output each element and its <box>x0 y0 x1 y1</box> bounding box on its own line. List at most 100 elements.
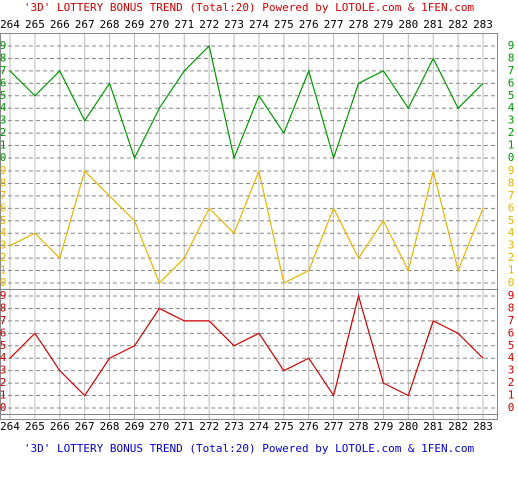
x-tick-label-top: 277 <box>324 18 344 31</box>
x-tick-label-top: 264 <box>0 18 20 31</box>
x-tick-label-top: 280 <box>398 18 418 31</box>
x-tick-label-top: 279 <box>373 18 393 31</box>
y-tick-label: 0 <box>0 151 6 164</box>
y-tick-label: 4 <box>0 226 7 239</box>
y-tick-label: 3 <box>0 114 6 127</box>
x-tick-label-bottom: 274 <box>249 420 269 433</box>
x-tick-label-top: 282 <box>448 18 468 31</box>
y-tick-label: 6 <box>0 201 6 214</box>
chart-caption: '3D' LOTTERY BONUS TREND (Total:20) Powe… <box>24 442 475 455</box>
y-tick-label-right: 7 <box>508 314 515 327</box>
y-tick-label: 1 <box>0 139 6 152</box>
y-tick-label-right: 7 <box>508 189 515 202</box>
x-tick-label-bottom: 269 <box>125 420 145 433</box>
y-tick-label: 8 <box>0 301 6 314</box>
chart-title: '3D' LOTTERY BONUS TREND (Total:20) Powe… <box>24 1 475 14</box>
x-tick-label-bottom: 278 <box>349 420 369 433</box>
x-tick-label-bottom: 282 <box>448 420 468 433</box>
y-tick-label-right: 6 <box>508 201 515 214</box>
x-tick-label-bottom: 264 <box>0 420 20 433</box>
y-tick-label: 8 <box>0 51 6 64</box>
x-tick-label-bottom: 267 <box>75 420 95 433</box>
x-tick-label-top: 283 <box>473 18 493 31</box>
y-tick-label: 3 <box>0 364 6 377</box>
y-tick-label: 7 <box>0 64 6 77</box>
y-tick-label: 0 <box>0 401 6 414</box>
trend-line <box>9 293 484 398</box>
y-tick-label-right: 1 <box>508 139 515 152</box>
x-tick-label-bottom: 280 <box>398 420 418 433</box>
x-tick-label-top: 274 <box>249 18 269 31</box>
y-tick-label: 9 <box>0 289 6 302</box>
y-tick-label-right: 2 <box>508 251 515 264</box>
x-tick-label-top: 278 <box>349 18 369 31</box>
x-tick-label-top: 272 <box>199 18 219 31</box>
y-tick-label-right: 6 <box>508 76 515 89</box>
x-tick-label-top: 276 <box>299 18 319 31</box>
x-tick-label-top: 271 <box>174 18 194 31</box>
y-tick-label: 5 <box>0 339 6 352</box>
y-tick-label-right: 9 <box>508 39 515 52</box>
x-tick-label-bottom: 266 <box>50 420 70 433</box>
y-tick-label: 0 <box>0 276 6 289</box>
x-tick-label-bottom: 277 <box>324 420 344 433</box>
x-tick-label-top: 267 <box>75 18 95 31</box>
x-tick-label-top: 266 <box>50 18 70 31</box>
plot-frame <box>0 33 498 420</box>
x-tick-label-top: 275 <box>274 18 294 31</box>
x-tick-label-bottom: 283 <box>473 420 493 433</box>
x-tick-label-top: 270 <box>149 18 169 31</box>
x-tick-label-top: 281 <box>423 18 443 31</box>
y-tick-label-right: 4 <box>508 226 515 239</box>
y-tick-label-right: 4 <box>508 101 515 114</box>
y-tick-label: 8 <box>0 176 6 189</box>
y-tick-label: 6 <box>0 326 6 339</box>
y-tick-label-right: 9 <box>508 164 515 177</box>
y-tick-label-right: 9 <box>508 289 515 302</box>
y-tick-label-right: 8 <box>508 301 515 314</box>
y-tick-label: 5 <box>0 89 6 102</box>
x-tick-label-bottom: 265 <box>25 420 45 433</box>
y-tick-label: 4 <box>0 101 7 114</box>
y-tick-label-right: 3 <box>508 114 515 127</box>
x-tick-label-bottom: 273 <box>224 420 244 433</box>
y-tick-label-right: 0 <box>508 151 515 164</box>
y-tick-label-right: 6 <box>508 326 515 339</box>
y-tick-label-right: 4 <box>508 351 515 364</box>
y-tick-label: 3 <box>0 239 6 252</box>
x-tick-label-bottom: 272 <box>199 420 219 433</box>
y-tick-label-right: 8 <box>508 176 515 189</box>
x-tick-label-bottom: 275 <box>274 420 294 433</box>
y-tick-label-right: 0 <box>508 276 515 289</box>
x-tick-label-top: 265 <box>25 18 45 31</box>
x-tick-label-bottom: 281 <box>423 420 443 433</box>
y-tick-label-right: 8 <box>508 51 515 64</box>
x-tick-label-bottom: 271 <box>174 420 194 433</box>
y-tick-label-right: 1 <box>508 264 515 277</box>
y-tick-label-right: 5 <box>508 89 515 102</box>
y-tick-label: 2 <box>0 376 6 389</box>
y-tick-label: 2 <box>0 251 6 264</box>
x-tick-label-bottom: 268 <box>100 420 120 433</box>
trend-line <box>9 44 484 161</box>
y-tick-label: 4 <box>0 351 7 364</box>
y-tick-label: 9 <box>0 39 6 52</box>
y-tick-label: 7 <box>0 314 6 327</box>
y-tick-label: 9 <box>0 164 6 177</box>
y-tick-label-right: 5 <box>508 214 515 227</box>
y-tick-label: 2 <box>0 126 6 139</box>
x-tick-label-bottom: 270 <box>149 420 169 433</box>
y-tick-label: 5 <box>0 214 6 227</box>
y-tick-label-right: 3 <box>508 239 515 252</box>
y-tick-label: 1 <box>0 264 6 277</box>
y-tick-label-right: 3 <box>508 364 515 377</box>
y-tick-label: 1 <box>0 389 6 402</box>
y-tick-label-right: 7 <box>508 64 515 77</box>
y-tick-label-right: 0 <box>508 401 515 414</box>
x-tick-label-top: 273 <box>224 18 244 31</box>
y-tick-label-right: 1 <box>508 389 515 402</box>
y-tick-label: 6 <box>0 76 6 89</box>
y-tick-label-right: 2 <box>508 126 515 139</box>
